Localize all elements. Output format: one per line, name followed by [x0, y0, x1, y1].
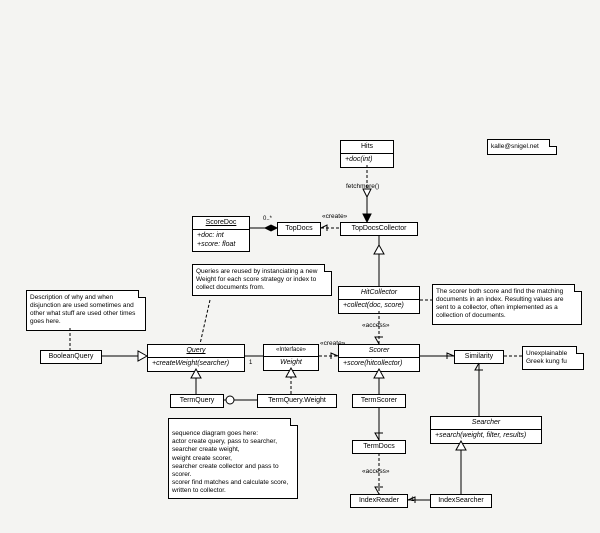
edges-svg [0, 0, 600, 533]
diagram-canvas: kalle@snigel.net Hits +doc(int) ScoreDoc… [0, 0, 600, 533]
